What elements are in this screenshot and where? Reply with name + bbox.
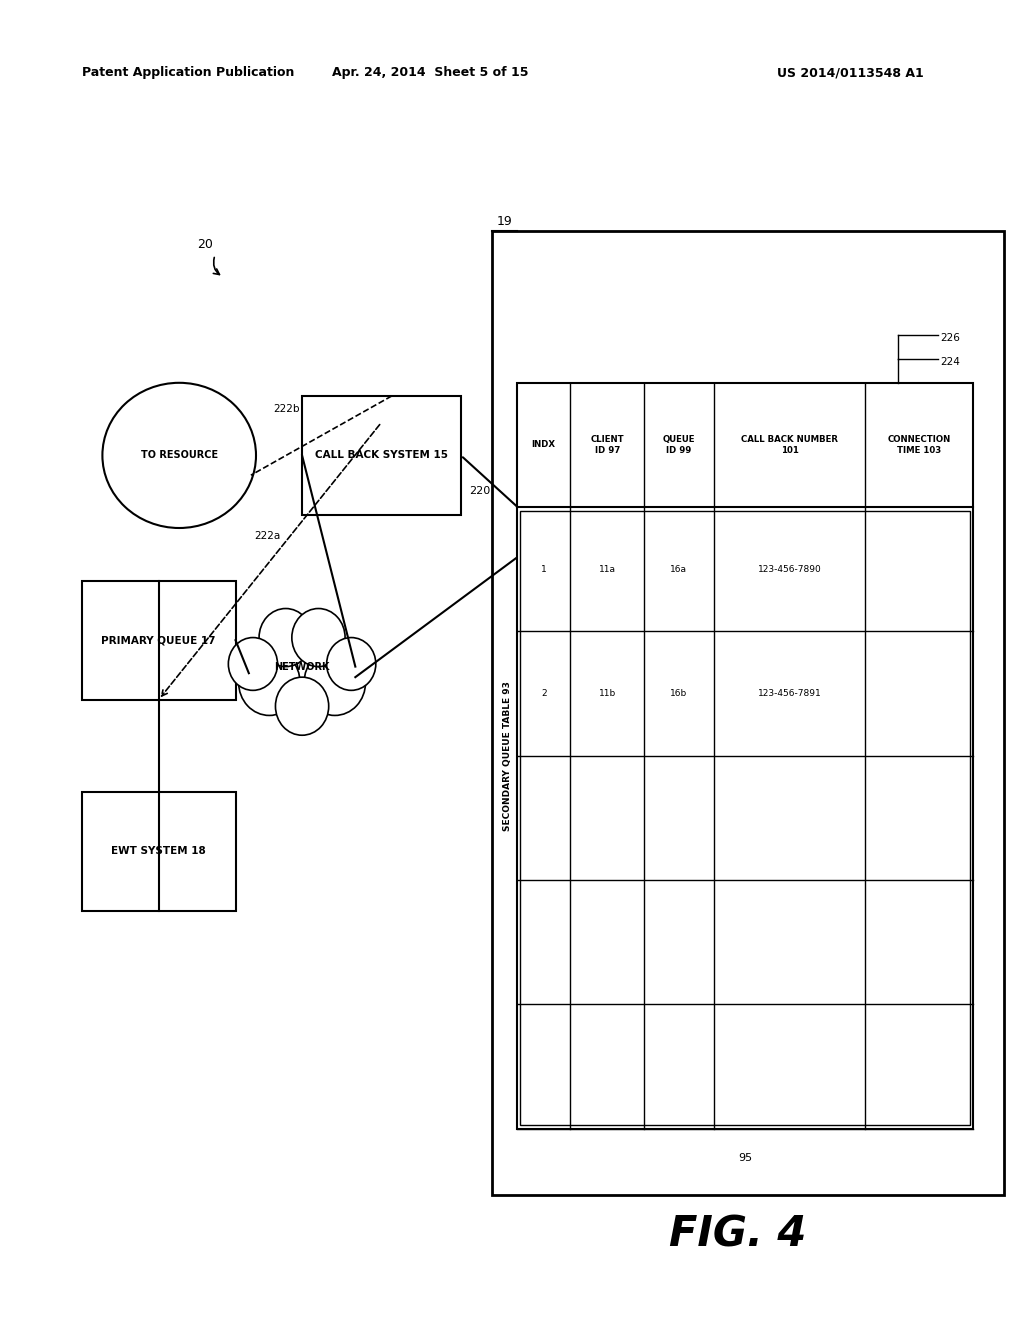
Text: SECONDARY QUEUE APPLICATION 91: SECONDARY QUEUE APPLICATION 91 [535,531,720,539]
Text: 95: 95 [738,1152,752,1163]
Text: 11b: 11b [599,689,615,698]
Ellipse shape [304,649,366,715]
Text: 224: 224 [940,356,961,367]
Text: 220: 220 [469,486,490,496]
Text: 1: 1 [541,565,547,574]
Text: 16a: 16a [671,565,687,574]
Text: CONNECTION
TIME 103: CONNECTION TIME 103 [888,436,950,454]
Bar [520,511,970,1125]
Text: 123-456-7891: 123-456-7891 [758,689,821,698]
Text: PRIMARY QUEUE 17: PRIMARY QUEUE 17 [101,635,216,645]
Ellipse shape [228,638,278,690]
Bar [82,581,236,700]
Ellipse shape [292,609,345,667]
Ellipse shape [275,677,329,735]
Bar [517,383,973,1129]
Bar [492,231,1004,1195]
Bar [548,475,707,594]
Text: CLIENT
ID 97: CLIENT ID 97 [591,436,624,454]
Bar [302,396,461,515]
Ellipse shape [261,623,343,710]
Text: CALL BACK NUMBER
101: CALL BACK NUMBER 101 [741,436,838,454]
Text: SECONDARY QUEUE TABLE 93: SECONDARY QUEUE TABLE 93 [503,681,512,830]
Text: NETWORK: NETWORK [274,661,330,672]
Text: CALL BACK SYSTEM 15: CALL BACK SYSTEM 15 [315,450,447,461]
Ellipse shape [259,609,312,667]
Ellipse shape [327,638,376,690]
Text: 222b: 222b [273,404,300,414]
Text: 20: 20 [197,238,213,251]
Text: 123-456-7890: 123-456-7890 [758,565,821,574]
Text: US 2014/0113548 A1: US 2014/0113548 A1 [776,66,924,79]
Text: FIG. 4: FIG. 4 [669,1213,806,1255]
Bar [82,792,236,911]
Text: 11a: 11a [599,565,615,574]
Text: 222a: 222a [254,531,281,541]
Text: 2: 2 [541,689,547,698]
Text: 226: 226 [940,333,961,343]
Ellipse shape [239,649,300,715]
Text: 19: 19 [497,215,512,228]
Text: Patent Application Publication: Patent Application Publication [82,66,294,79]
Text: TO RESOURCE: TO RESOURCE [140,450,218,461]
Text: EWT SYSTEM 18: EWT SYSTEM 18 [112,846,206,857]
Text: INDX: INDX [531,441,556,449]
Text: Apr. 24, 2014  Sheet 5 of 15: Apr. 24, 2014 Sheet 5 of 15 [332,66,528,79]
Ellipse shape [102,383,256,528]
Text: 16b: 16b [671,689,687,698]
Text: QUEUE
ID 99: QUEUE ID 99 [663,436,695,454]
